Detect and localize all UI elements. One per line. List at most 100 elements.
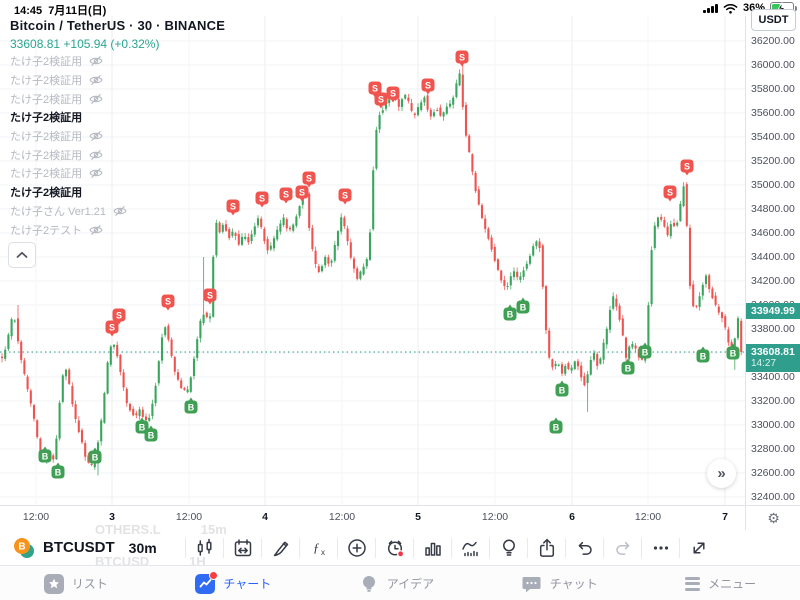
ghost-interval: 15m bbox=[200, 522, 227, 537]
indicator-label: たけ子2テスト bbox=[10, 224, 83, 237]
buy-signal-badge: B bbox=[555, 380, 569, 397]
price-axis-label: 35200.00 bbox=[751, 155, 795, 167]
buy-signal-badge: B bbox=[144, 425, 158, 442]
price-axis-label: 33200.00 bbox=[751, 395, 795, 407]
nav-item-ideas[interactable]: アイデア bbox=[359, 574, 434, 594]
sell-signal-badge: S bbox=[302, 171, 316, 188]
undo-button[interactable] bbox=[573, 536, 597, 560]
chart-header[interactable]: Bitcoin / TetherUS · 30 · BINANCE 33608.… bbox=[10, 18, 225, 51]
symbol-title[interactable]: Bitcoin / TetherUS · 30 · BINANCE bbox=[10, 18, 226, 33]
svg-text:B: B bbox=[507, 309, 514, 319]
time-axis-label: 7 bbox=[722, 511, 728, 523]
svg-text:B: B bbox=[188, 402, 195, 412]
scroll-to-latest-button[interactable]: » bbox=[707, 459, 736, 488]
notification-dot bbox=[209, 570, 219, 580]
eye-hidden-icon[interactable] bbox=[113, 205, 127, 217]
eye-hidden-icon[interactable] bbox=[89, 130, 103, 142]
indicator-row[interactable]: たけ子2テスト bbox=[10, 220, 127, 239]
eye-hidden-icon[interactable] bbox=[89, 55, 103, 67]
eye-hidden-icon[interactable] bbox=[89, 93, 103, 105]
price-axis[interactable]: 36200.00 36000.00 35800.00 35600.00 35400.00… bbox=[745, 16, 800, 505]
eye-hidden-icon[interactable] bbox=[89, 167, 103, 179]
current-price-badge: 33608.81 14:27 bbox=[746, 343, 800, 372]
indicator-label: たけ子2検証用 bbox=[10, 168, 83, 181]
price-axis-label: 32800.00 bbox=[751, 443, 795, 455]
currency-toggle-button[interactable]: USDT bbox=[751, 9, 796, 31]
indicator-row[interactable]: たけ子さん Ver1.21 bbox=[10, 202, 127, 221]
status-bar: 14:45 7月11日(日) 36% bbox=[0, 0, 800, 17]
svg-text:S: S bbox=[259, 193, 265, 203]
buy-signal-badge: B bbox=[696, 346, 710, 363]
idea-bulb-button[interactable] bbox=[497, 536, 521, 560]
indicator-row[interactable]: たけ子2検証用 bbox=[10, 145, 127, 164]
svg-text:S: S bbox=[372, 83, 378, 93]
indicator-row[interactable]: たけ子2検証用 bbox=[10, 127, 127, 146]
draw-tool-button[interactable] bbox=[269, 536, 293, 560]
indicator-row[interactable]: たけ子2検証用 bbox=[10, 164, 127, 183]
time-axis-label: 3 bbox=[109, 511, 115, 523]
nav-label: アイデア bbox=[386, 577, 435, 591]
svg-text:B: B bbox=[148, 430, 155, 440]
svg-text:x: x bbox=[321, 548, 325, 557]
indicator-label: たけ子2検証用 bbox=[10, 149, 83, 162]
bar-chart-button[interactable] bbox=[421, 536, 445, 560]
indicator-row[interactable]: たけ子2検証用 bbox=[10, 108, 127, 127]
indicator-price-badge: 33949.99 bbox=[746, 303, 800, 319]
sell-signal-badge: S bbox=[112, 308, 126, 325]
indicator-row[interactable]: たけ子2検証用 bbox=[10, 183, 127, 202]
price-axis-label: 32600.00 bbox=[751, 467, 795, 479]
buy-signal-badge: B bbox=[88, 447, 102, 464]
date-range-button[interactable] bbox=[231, 536, 255, 560]
indicator-row[interactable]: たけ子2検証用 bbox=[10, 52, 127, 71]
indicator-label: たけ子2検証用 bbox=[10, 56, 83, 69]
toolbar-symbol[interactable]: BTCUSDT bbox=[43, 539, 115, 556]
eye-hidden-icon[interactable] bbox=[89, 149, 103, 161]
sell-signal-badge: S bbox=[680, 159, 694, 176]
legend-collapse-button[interactable] bbox=[8, 242, 36, 268]
indicator-row[interactable]: たけ子2検証用 bbox=[10, 71, 127, 90]
eye-hidden-icon[interactable] bbox=[89, 224, 103, 236]
axis-settings-corner[interactable]: ⚙ bbox=[745, 505, 800, 531]
chart-type-candles-button[interactable] bbox=[193, 536, 217, 560]
svg-text:S: S bbox=[425, 80, 431, 90]
svg-text:B: B bbox=[139, 422, 146, 432]
svg-text:S: S bbox=[299, 187, 305, 197]
svg-text:B: B bbox=[520, 302, 527, 312]
svg-text:S: S bbox=[378, 94, 384, 104]
svg-text:B: B bbox=[553, 422, 560, 432]
sell-signal-badge: S bbox=[161, 294, 175, 311]
redo-button[interactable] bbox=[611, 536, 635, 560]
time-axis-label: 5 bbox=[415, 511, 421, 523]
buy-signal-badge: B bbox=[726, 343, 740, 360]
alert-button[interactable] bbox=[383, 536, 407, 560]
sell-signal-badge: S bbox=[421, 78, 435, 95]
nav-item-chart[interactable]: チャート bbox=[195, 570, 271, 594]
price-axis-label: 34400.00 bbox=[751, 251, 795, 263]
nav-item-watchlist[interactable]: リスト bbox=[43, 573, 108, 594]
btcusdt-pair-logo[interactable]: B bbox=[12, 536, 36, 560]
nav-label: チャット bbox=[549, 577, 598, 591]
price-axis-label: 35000.00 bbox=[751, 179, 795, 191]
more-button[interactable] bbox=[649, 536, 673, 560]
toolbar-interval-button[interactable]: 30m bbox=[128, 539, 157, 556]
price-change-line: 33608.81 +105.94 (+0.32%) bbox=[10, 37, 160, 51]
indicator-label: たけ子さん Ver1.21 bbox=[10, 205, 106, 218]
nav-item-menu[interactable]: メニュー bbox=[685, 575, 756, 592]
svg-text:B: B bbox=[559, 385, 566, 395]
eye-hidden-icon[interactable] bbox=[89, 74, 103, 86]
buy-signal-badge: B bbox=[184, 397, 198, 414]
gear-icon[interactable]: ⚙ bbox=[767, 510, 780, 526]
indicator-row[interactable]: たけ子2検証用 bbox=[10, 89, 127, 108]
fullscreen-expand-button[interactable] bbox=[687, 536, 711, 560]
share-button[interactable] bbox=[535, 536, 559, 560]
svg-text:S: S bbox=[667, 187, 673, 197]
nav-item-chat[interactable]: チャット bbox=[522, 574, 598, 594]
time-axis[interactable]: 12:00 3 12:00 4 12:00 5 12:00 6 12:00 7 bbox=[0, 505, 745, 531]
buy-signal-badge: B bbox=[621, 358, 635, 375]
svg-text:S: S bbox=[390, 88, 396, 98]
add-button[interactable] bbox=[345, 536, 369, 560]
forecast-button[interactable] bbox=[459, 536, 483, 560]
